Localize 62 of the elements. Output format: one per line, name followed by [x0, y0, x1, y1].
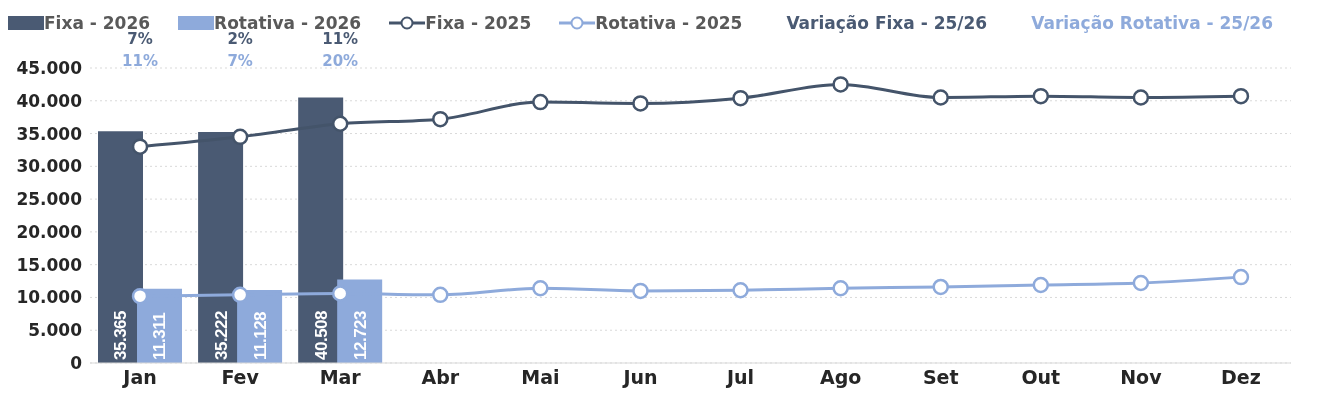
point — [432, 286, 449, 304]
point — [832, 76, 849, 93]
point — [532, 280, 549, 297]
point — [231, 128, 249, 146]
legend-label: Fixa - 2025 — [425, 13, 532, 33]
point — [832, 280, 849, 297]
x-tick-label: Jun — [621, 366, 658, 389]
x-tick-label: Nov — [1120, 366, 1163, 389]
y-tick-label: 0 — [70, 353, 83, 374]
y-tick-label: 35.000 — [16, 123, 83, 144]
x-tick-label: Jul — [724, 366, 755, 389]
x-tick-label: Set — [922, 366, 959, 389]
y-tick-label: 45.000 — [16, 58, 83, 79]
x-tick-label: Fev — [221, 366, 260, 389]
y-tick-label: 15.000 — [16, 254, 83, 275]
y-tick-label: 30.000 — [16, 156, 83, 177]
data-label: 35.222 — [211, 310, 231, 360]
point — [432, 110, 449, 128]
point — [1232, 268, 1250, 286]
text: Variação Fixa - 25/26 — [786, 13, 988, 33]
text: 7% — [126, 30, 154, 48]
point — [1132, 274, 1150, 292]
point — [632, 282, 649, 300]
y-tick-label: 5.000 — [28, 320, 83, 341]
data-label: 11.128 — [250, 311, 270, 360]
text: Variação Rotativa - 25/26 — [1031, 13, 1274, 33]
point — [1232, 87, 1250, 105]
data-label: 12.723 — [350, 310, 370, 360]
legend-label: Rotativa - 2025 — [595, 13, 743, 33]
x-tick-label: Abr — [421, 366, 460, 389]
annotation: 7% — [226, 52, 254, 70]
x-tick-label: Mai — [521, 366, 560, 389]
x-tick-label: Ago — [819, 366, 862, 389]
legend-label: Fixa - 2026 — [44, 13, 151, 33]
y-tick-label: 20.000 — [16, 221, 83, 242]
point — [732, 89, 749, 107]
point — [732, 281, 749, 299]
point — [632, 95, 649, 112]
point — [1032, 276, 1050, 294]
text: 2% — [226, 30, 254, 48]
x-tick-label: Jan — [121, 366, 157, 389]
point — [532, 93, 549, 111]
point — [932, 89, 949, 106]
point — [1132, 89, 1150, 106]
x-tick-label: Mar — [319, 366, 362, 389]
point — [231, 286, 249, 304]
data-label: 11.311 — [150, 312, 170, 360]
annotation: 11% — [121, 52, 159, 70]
point — [932, 278, 949, 296]
legend-label: Rotativa - 2026 — [214, 13, 362, 33]
y-tick-label: 10.000 — [16, 287, 83, 308]
x-tick-label: Dez — [1221, 366, 1261, 389]
point — [131, 138, 149, 155]
text: 11% — [321, 30, 360, 48]
annotation: 20% — [321, 52, 360, 70]
data-label: 35.365 — [111, 310, 131, 360]
x-tick-label: Out — [1021, 366, 1061, 389]
point — [331, 115, 349, 132]
data-label: 40.508 — [311, 310, 331, 360]
point — [1032, 87, 1050, 105]
y-tick-label: 40.000 — [16, 90, 83, 111]
y-tick-label: 25.000 — [16, 189, 83, 210]
